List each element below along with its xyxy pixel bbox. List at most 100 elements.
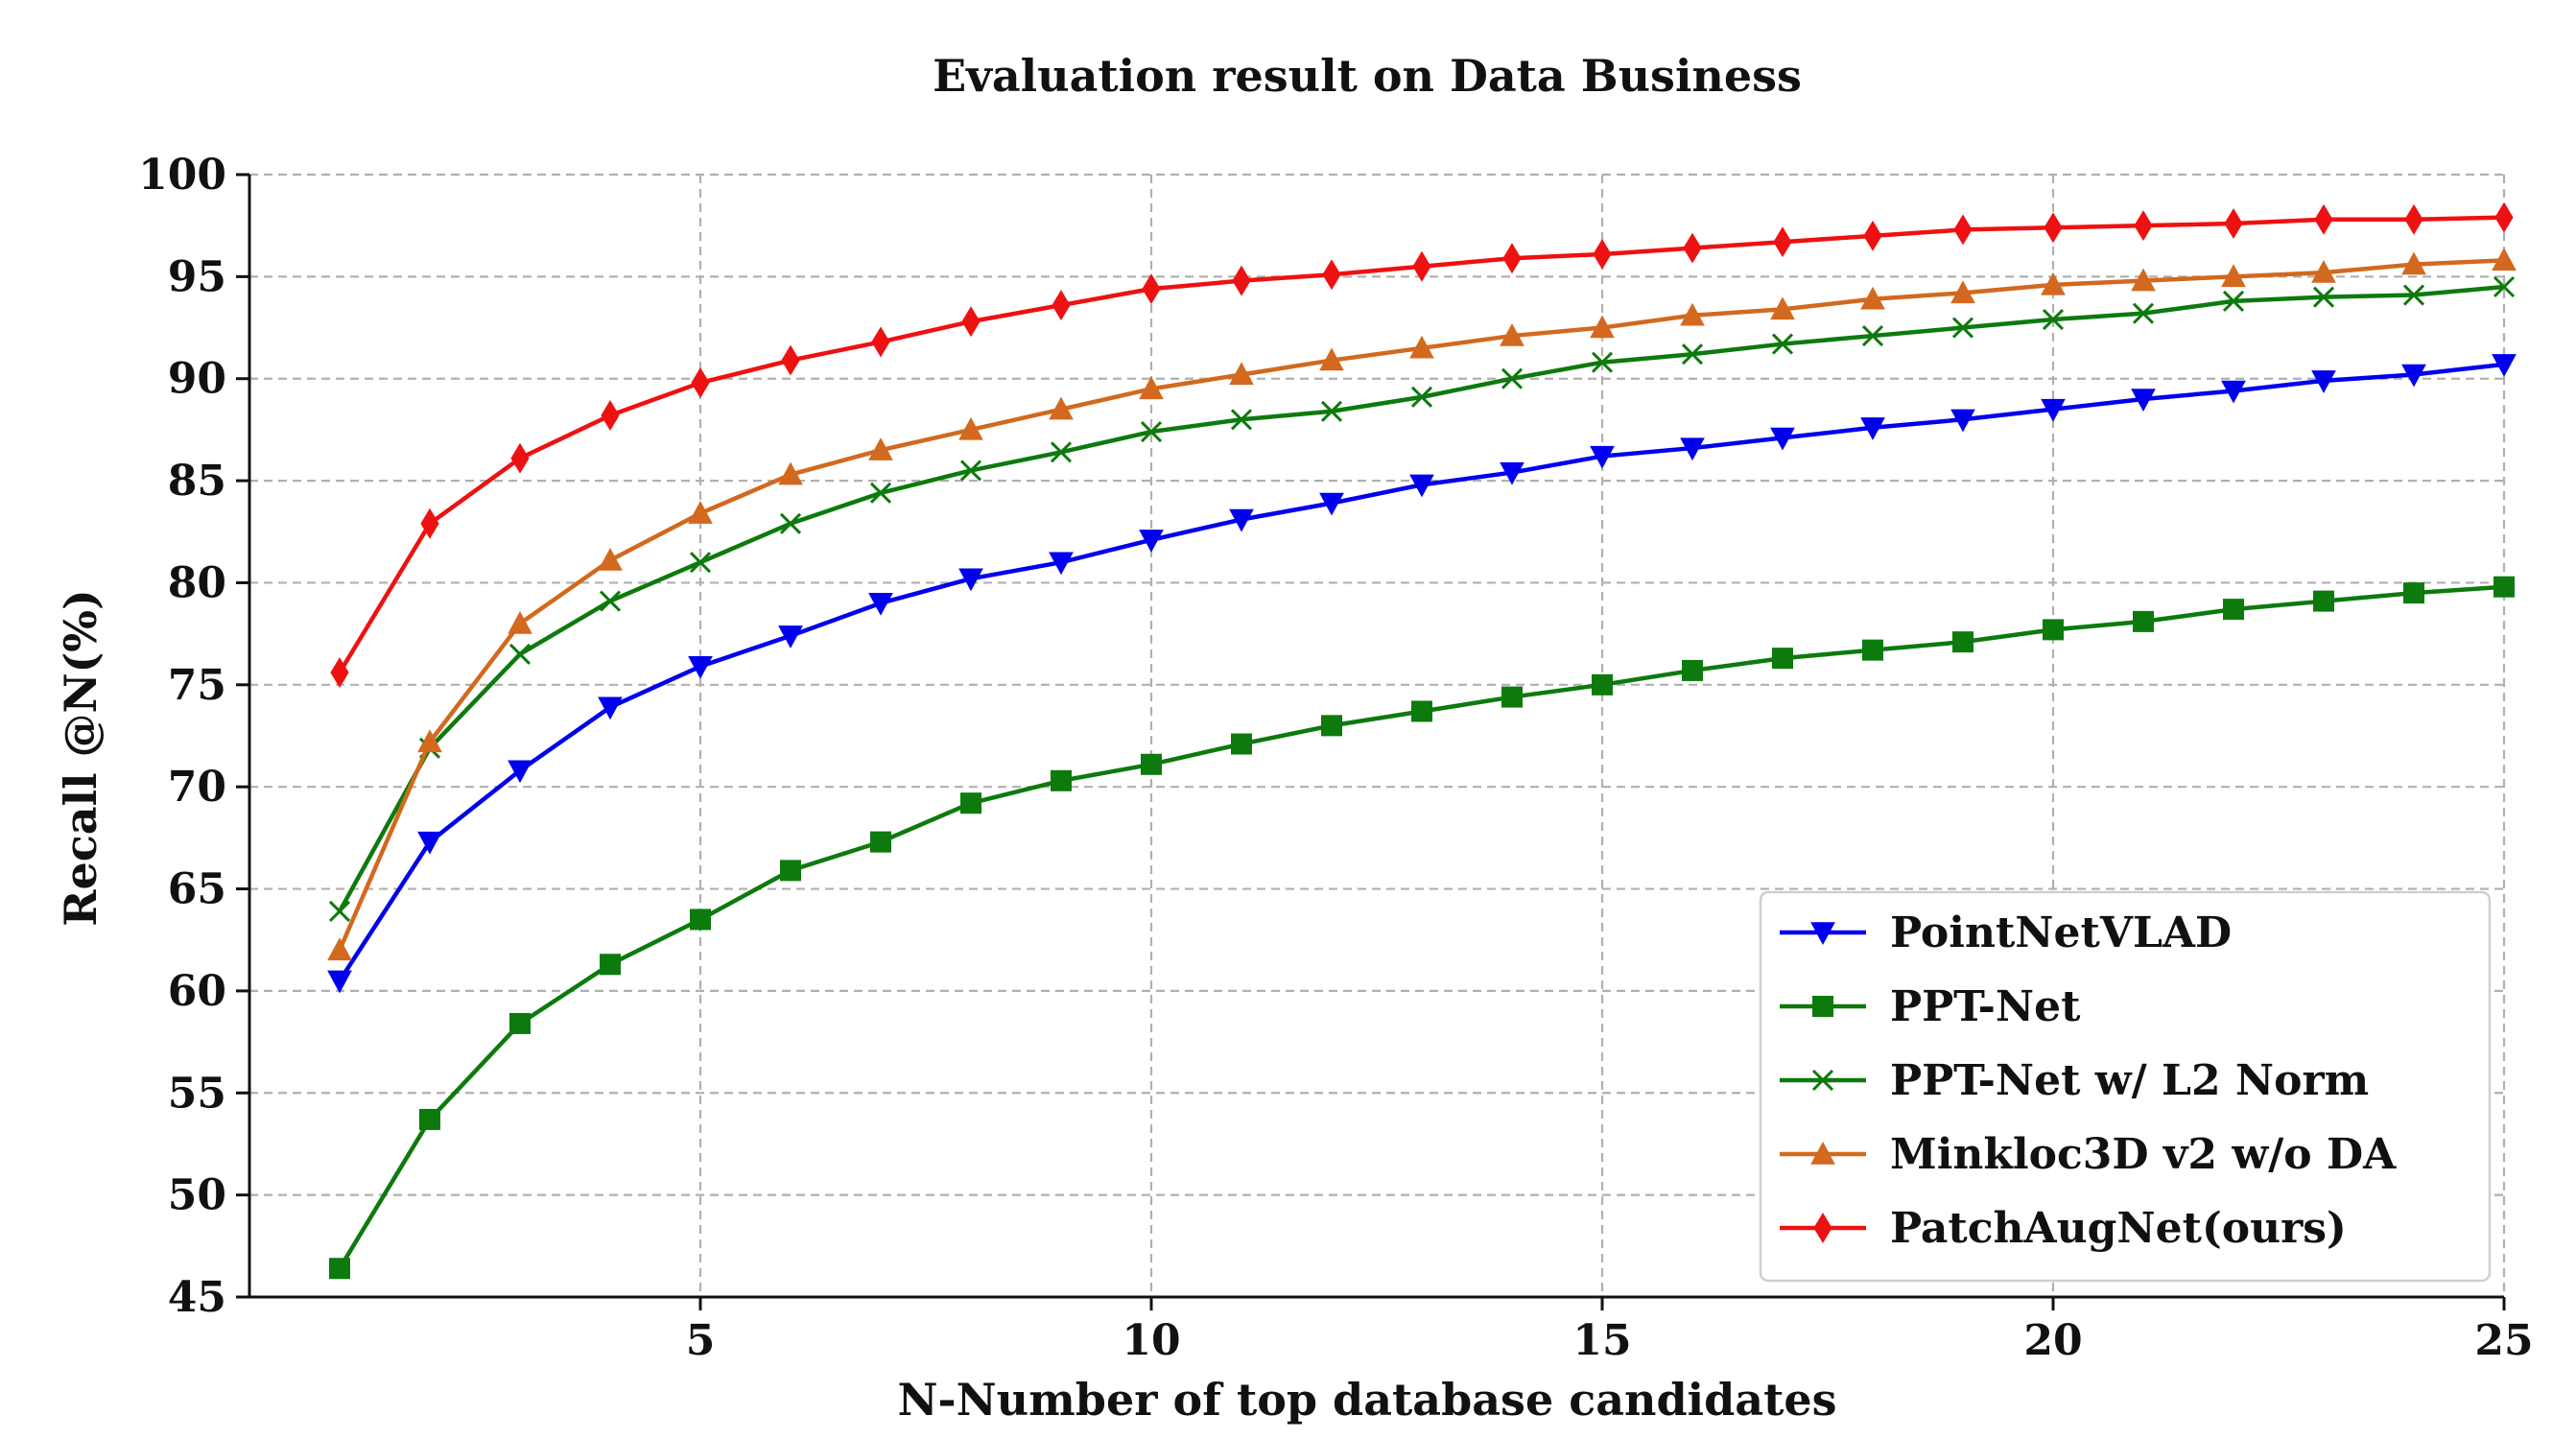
data-point (2224, 208, 2243, 240)
data-point-stroke (1771, 333, 1794, 355)
data-point (1052, 290, 1071, 321)
series-line-4 (337, 215, 2507, 675)
data-point (778, 625, 803, 649)
data-point (1592, 673, 1613, 696)
data-point (1682, 659, 1703, 681)
data-point-stroke (869, 482, 892, 504)
data-point (1049, 396, 1074, 420)
series-4 (330, 201, 2514, 689)
y-tick-label: 45 (168, 1273, 226, 1322)
data-point-stroke (2312, 286, 2335, 308)
data-point (508, 610, 532, 634)
data-point (1862, 639, 1883, 661)
series-0 (327, 354, 2517, 994)
data-point (1320, 400, 1343, 422)
data-point (2132, 302, 2155, 324)
data-point (780, 860, 801, 882)
y-tick-label: 70 (168, 763, 226, 812)
y-axis-title: Recall @N(%) (55, 589, 106, 927)
data-point (1229, 362, 1254, 386)
data-point (598, 548, 623, 571)
data-point (779, 512, 802, 534)
data-point (778, 461, 803, 485)
legend: PointNetVLAD PPT-Net PPT-Net w/ L2 Norm Min… (1759, 890, 2492, 1283)
data-point-stroke (1591, 351, 1614, 373)
data-point (2042, 308, 2065, 331)
data-point-stroke (2402, 284, 2425, 306)
data-point (1319, 347, 1344, 371)
legend-marker (1810, 1141, 1835, 1165)
data-point (2311, 260, 2336, 283)
series-1 (329, 576, 2515, 1280)
legend-item-2: PPT-Net w/ L2 Norm (1780, 1056, 2369, 1105)
data-point (1773, 226, 1792, 258)
data-point (1409, 474, 1434, 498)
tick-labels: 45 50 55 60 65 70 75 80 85 90 95 100 5 10 15 20 25 (138, 151, 2533, 1365)
data-point (2403, 582, 2424, 604)
data-point (870, 831, 891, 853)
axes (236, 173, 2506, 1310)
data-point (958, 416, 983, 440)
data-point (1681, 343, 1704, 366)
x-tick-label: 10 (1122, 1316, 1180, 1365)
data-point-stroke (689, 552, 712, 574)
grid-lines (249, 173, 2506, 1297)
data-point-stroke (959, 460, 982, 482)
data-point (2043, 619, 2064, 641)
data-point (2313, 590, 2334, 612)
data-point (509, 1012, 531, 1034)
data-point (2492, 248, 2517, 271)
data-point-stroke (2042, 308, 2065, 331)
data-point (1142, 273, 1161, 305)
data-point (1950, 409, 1975, 433)
data-point (869, 482, 892, 504)
data-point (1863, 220, 1882, 251)
legend-label: PointNetVLAD (1890, 908, 2232, 957)
data-point (1139, 376, 1164, 400)
x-tick-label: 20 (2023, 1316, 2082, 1365)
data-point-stroke (779, 512, 802, 534)
data-point (960, 792, 981, 814)
data-point-stroke (1501, 367, 1524, 389)
data-point (1590, 445, 1615, 469)
data-point (328, 900, 351, 923)
data-point (1683, 232, 1702, 264)
data-point (1140, 420, 1163, 443)
legend-marker (1810, 922, 1835, 946)
data-point (690, 908, 711, 931)
data-point (689, 552, 712, 574)
data-point (958, 568, 983, 592)
data-point (1501, 686, 1523, 708)
data-point (2401, 364, 2426, 388)
data-point (1409, 335, 1434, 359)
data-point (1319, 492, 1344, 516)
legend-item-0: PointNetVLAD (1780, 908, 2232, 957)
legend-box (1759, 890, 2492, 1283)
data-point (1770, 296, 1795, 320)
data-point (871, 326, 890, 358)
y-tick-label: 60 (168, 967, 226, 1016)
data-point (598, 696, 623, 720)
data-point (2222, 290, 2245, 312)
data-point (688, 501, 713, 524)
data-point (2401, 251, 2426, 275)
y-tick-label: 75 (168, 661, 226, 710)
x-axis-title: N-Number of top database candidates (897, 1374, 1836, 1426)
legend-item-1: PPT-Net (1780, 982, 2081, 1031)
y-tick-label: 55 (168, 1069, 226, 1118)
data-point (601, 400, 620, 431)
data-point (2314, 203, 2333, 235)
data-point (419, 1108, 440, 1130)
data-point (688, 655, 713, 679)
data-point (2493, 576, 2515, 598)
data-point (2131, 268, 2156, 292)
data-point-stroke (1320, 400, 1343, 422)
data-point-stroke (2222, 290, 2245, 312)
data-point (1232, 265, 1251, 296)
data-point (599, 590, 622, 612)
data-point (1410, 386, 1433, 408)
chart-title: Evaluation result on Data Business (933, 50, 1802, 102)
data-point-stroke (1951, 317, 1974, 339)
data-point (2402, 284, 2425, 306)
